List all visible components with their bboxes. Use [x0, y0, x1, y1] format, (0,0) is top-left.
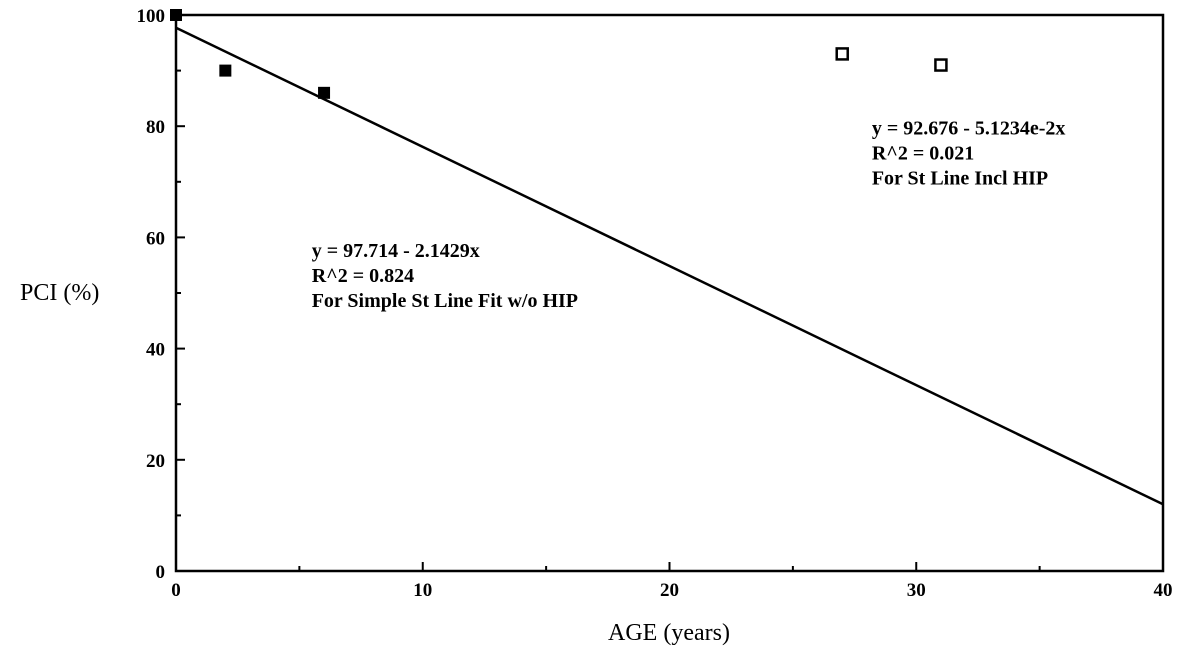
x-tick-label: 10 [413, 580, 432, 601]
x-tick-label: 0 [171, 580, 181, 601]
data-point-hollow-square [835, 47, 849, 61]
y-axis-title: PCI (%) [20, 280, 99, 306]
annotation-line: R^2 = 0.021 [872, 143, 974, 165]
annotation-text: y = 92.676 - 5.1234e-2x R^2 = 0.021 For St… [872, 118, 1066, 190]
annotation-line: R^2 = 0.824 [312, 265, 414, 287]
fit-line [175, 26, 1164, 506]
data-point-hollow-square [934, 58, 948, 72]
y-tick-label: 40 [146, 340, 165, 361]
data-points [170, 9, 948, 99]
annotation-line: y = 97.714 - 2.1429x [312, 240, 480, 262]
annotation-line: For Simple St Line Fit w/o HIP [312, 290, 578, 312]
axis-ticks [175, 14, 1164, 572]
annotation-line: For St Line Incl HIP [872, 168, 1048, 190]
data-point-filled-square [170, 9, 182, 21]
x-tick-label: 20 [660, 580, 679, 601]
annotations: y = 97.714 - 2.1429x R^2 = 0.824 For Simpl… [312, 118, 1066, 312]
annotation-line: y = 92.676 - 5.1234e-2x [872, 118, 1066, 140]
x-tick-label: 40 [1154, 580, 1173, 601]
data-point-filled-square [318, 86, 331, 99]
y-tick-label: 80 [146, 117, 165, 138]
annotation-text: y = 97.714 - 2.1429x R^2 = 0.824 For Simpl… [312, 240, 578, 312]
y-tick-label: 0 [156, 562, 166, 583]
x-axis-title: AGE (years) [608, 620, 730, 646]
x-tick-label: 30 [907, 580, 926, 601]
y-tick-label: 100 [137, 6, 166, 27]
data-point-filled-square [219, 64, 232, 77]
y-tick-label: 20 [146, 451, 165, 472]
axis-tick-labels: 0 10 20 30 40 0 20 40 60 80 100 [137, 6, 1173, 601]
y-tick-label: 60 [146, 228, 165, 249]
fit-lines [175, 26, 1164, 506]
